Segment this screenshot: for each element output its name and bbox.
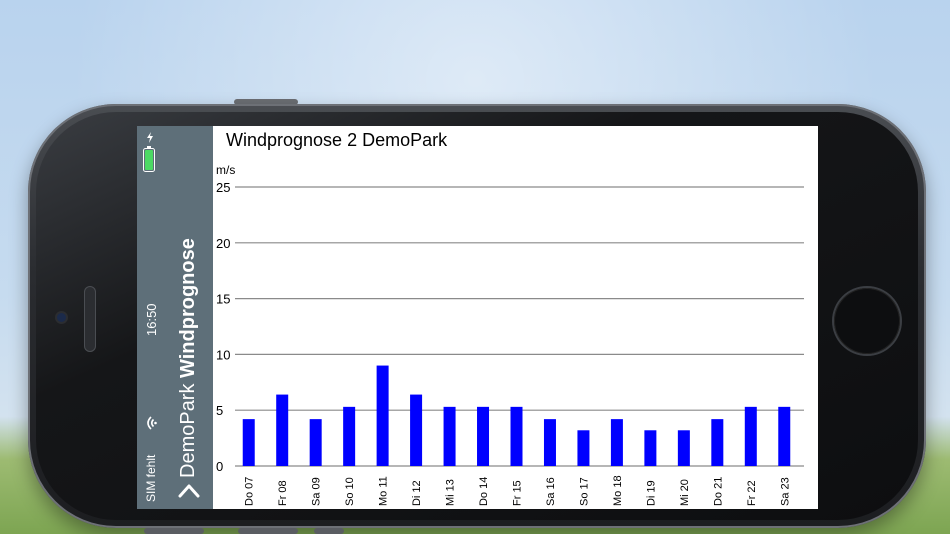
bars [242,365,791,466]
mute-switch [314,528,344,534]
status-carrier: SIM fehlt [144,454,158,502]
y-tick-label: 5 [216,403,223,418]
bar [711,419,724,466]
x-tick-label: Mo 18 [612,475,624,506]
bar [644,430,657,466]
bar [677,430,690,466]
wifi-icon [147,416,157,430]
bar [577,430,590,466]
bar [242,419,255,466]
y-tick-label: 25 [216,180,230,195]
bar [410,394,423,466]
front-camera [57,313,66,322]
x-tick-label: Do 21 [712,477,724,506]
navigation-bar: 16:50 SIM fehlt DemoPark Windprognose [137,126,213,509]
x-tick-label: So 17 [578,477,590,506]
bar [477,406,490,466]
x-tick-label: Do 14 [478,477,490,506]
bar [543,419,556,466]
bar [376,365,389,466]
x-tick-label: Fr 08 [277,480,289,506]
y-tick-label: 20 [216,236,230,251]
bar [443,406,456,466]
x-tick-label: Mo 11 [378,476,390,506]
nav-title-group: DemoPark Windprognose [177,238,200,478]
x-tick-label: Sa 23 [779,477,791,506]
x-tick-label: Sa 16 [545,477,557,506]
power-button [234,99,298,105]
x-tick-label: Fr 22 [746,480,758,506]
bar [510,406,523,466]
back-button-label[interactable]: DemoPark [177,383,199,478]
y-tick-label: 15 [216,292,230,307]
status-time: 16:50 [144,303,159,336]
y-axis-unit: m/s [216,163,235,177]
x-tick-label: Di 19 [645,480,657,506]
x-tick-label: Di 12 [411,480,423,506]
x-tick-label: Mi 20 [679,479,691,506]
volume-up-button [144,528,204,534]
bar [276,394,289,466]
x-tick-label: Sa 09 [311,477,323,506]
app-screen: 16:50 SIM fehlt DemoPark Windprognose Wi… [137,126,818,509]
chevron-left-icon[interactable] [177,480,201,502]
bar [343,406,356,466]
battery-charging-icon [143,146,155,172]
axis-labels: m/s 0 5 10 15 20 25 Do 07 Fr 08 Sa 09 So 10 Mo 11 Di… [216,163,791,506]
chart-title: Windprognose 2 DemoPark [226,130,448,150]
x-tick-label: Fr 15 [512,480,524,506]
x-tick-label: So 10 [344,477,356,506]
wind-forecast-chart: m/s 0 5 10 15 20 25 Do 07 Fr 08 Sa 09 So 10 Mo 11 Di… [216,163,804,506]
y-tick-label: 10 [216,347,230,362]
x-tick-label: Do 07 [244,477,256,506]
charging-bolt-icon [147,132,153,143]
home-button[interactable] [834,288,900,354]
bar [778,406,791,466]
bar [309,419,322,466]
nav-title: Windprognose [177,238,199,378]
x-tick-label: Mi 13 [445,479,457,506]
bar [610,419,623,466]
bar [744,406,757,466]
volume-down-button [238,528,298,534]
y-tick-label: 0 [216,459,223,474]
earpiece-speaker [84,286,96,352]
